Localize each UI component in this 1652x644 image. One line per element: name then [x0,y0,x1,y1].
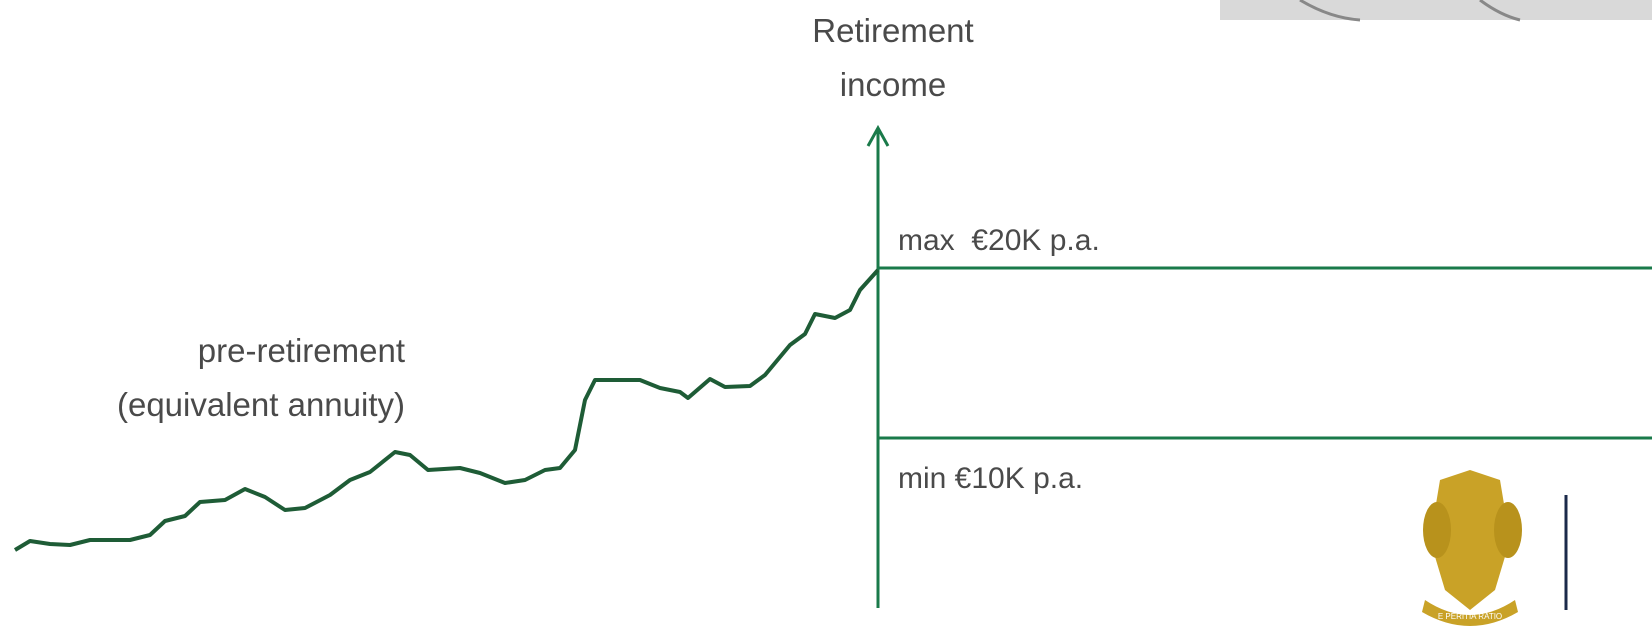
axis-label: income [840,66,946,103]
min-label: min €10K p.a. [898,462,1083,495]
crest-owl [1494,502,1522,558]
axis-label: Retirement [812,12,973,49]
logo: E PERITIA RATIO [1422,470,1566,626]
crest-motto: E PERITIA RATIO [1438,612,1502,621]
slide: Retirement income max €20K p.a. min €10K… [0,0,1652,644]
crest-owl [1423,502,1451,558]
photo-fragment [1220,0,1652,20]
max-label: max €20K p.a. [898,224,1100,257]
page: Retirement income max €20K p.a. min €10K… [0,0,1652,644]
pre-retirement-label: pre-retirement [198,332,405,369]
pre-retirement-label: (equivalent annuity) [117,386,405,423]
